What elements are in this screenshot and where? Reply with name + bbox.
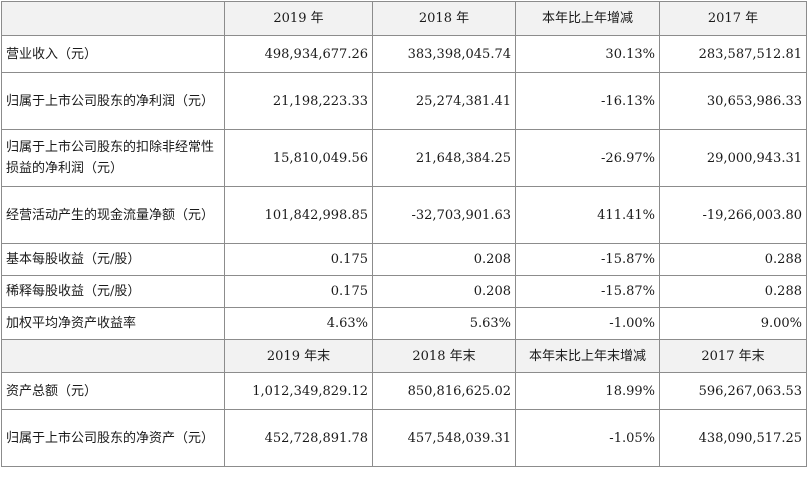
value-change: -15.87% — [515, 243, 660, 276]
row-label: 加权平均净资产收益率 — [1, 307, 225, 340]
row-label: 归属于上市公司股东的净利润（元） — [1, 72, 225, 130]
header-blank-cell — [1, 1, 225, 36]
value-2017: 596,267,063.53 — [659, 372, 807, 410]
value-2019: 0.175 — [224, 243, 373, 276]
header-2019: 2019 年 — [224, 1, 373, 36]
value-change: 30.13% — [515, 35, 660, 73]
subheader-blank-cell — [1, 339, 225, 373]
header-change: 本年比上年增减 — [515, 1, 660, 36]
value-2018: 383,398,045.74 — [372, 35, 516, 73]
value-2017: 0.288 — [659, 243, 807, 276]
subheader-change: 本年末比上年末增减 — [515, 339, 660, 373]
value-2019: 1,012,349,829.12 — [224, 372, 373, 410]
value-2017: 29,000,943.31 — [659, 129, 807, 187]
table-row: 营业收入（元） 498,934,677.26 383,398,045.74 30… — [1, 35, 807, 73]
row-label: 营业收入（元） — [1, 35, 225, 73]
value-2018: 25,274,381.41 — [372, 72, 516, 130]
table-row: 加权平均净资产收益率 4.63% 5.63% -1.00% 9.00% — [1, 307, 807, 340]
value-2017: 9.00% — [659, 307, 807, 340]
value-change: -1.05% — [515, 409, 660, 467]
table-row: 归属于上市公司股东的净资产（元） 452,728,891.78 457,548,… — [1, 409, 807, 467]
row-label: 基本每股收益（元/股） — [1, 243, 225, 276]
value-2017: 30,653,986.33 — [659, 72, 807, 130]
row-label: 归属于上市公司股东的净资产（元） — [1, 409, 225, 467]
table-row: 基本每股收益（元/股） 0.175 0.208 -15.87% 0.288 — [1, 243, 807, 276]
table-header-row: 2019 年 2018 年 本年比上年增减 2017 年 — [1, 1, 807, 36]
table-row: 资产总额（元） 1,012,349,829.12 850,816,625.02 … — [1, 372, 807, 410]
value-2019: 15,810,049.56 — [224, 129, 373, 187]
value-2018: 5.63% — [372, 307, 516, 340]
value-2019: 498,934,677.26 — [224, 35, 373, 73]
row-label: 归属于上市公司股东的扣除非经常性损益的净利润（元） — [1, 129, 225, 187]
value-2017: -19,266,003.80 — [659, 186, 807, 244]
value-2019: 0.175 — [224, 275, 373, 308]
table-row: 归属于上市公司股东的净利润（元） 21,198,223.33 25,274,38… — [1, 72, 807, 130]
value-change: 411.41% — [515, 186, 660, 244]
value-2017: 438,090,517.25 — [659, 409, 807, 467]
financial-data-table: 2019 年 2018 年 本年比上年增减 2017 年 营业收入（元） 498… — [1, 1, 807, 467]
value-2018: -32,703,901.63 — [372, 186, 516, 244]
value-2019: 4.63% — [224, 307, 373, 340]
row-label: 资产总额（元） — [1, 372, 225, 410]
header-2017: 2017 年 — [659, 1, 807, 36]
value-change: -1.00% — [515, 307, 660, 340]
value-2018: 0.208 — [372, 275, 516, 308]
header-2018: 2018 年 — [372, 1, 516, 36]
value-2017: 0.288 — [659, 275, 807, 308]
value-2018: 0.208 — [372, 243, 516, 276]
value-change: 18.99% — [515, 372, 660, 410]
value-2019: 101,842,998.85 — [224, 186, 373, 244]
table-row: 归属于上市公司股东的扣除非经常性损益的净利润（元） 15,810,049.56 … — [1, 129, 807, 187]
value-change: -16.13% — [515, 72, 660, 130]
table-subheader-row: 2019 年末 2018 年末 本年末比上年末增减 2017 年末 — [1, 339, 807, 373]
subheader-2019-end: 2019 年末 — [224, 339, 373, 373]
subheader-2018-end: 2018 年末 — [372, 339, 516, 373]
table-row: 经营活动产生的现金流量净额（元） 101,842,998.85 -32,703,… — [1, 186, 807, 244]
value-2018: 457,548,039.31 — [372, 409, 516, 467]
value-change: -15.87% — [515, 275, 660, 308]
row-label: 经营活动产生的现金流量净额（元） — [1, 186, 225, 244]
value-2019: 452,728,891.78 — [224, 409, 373, 467]
value-2018: 21,648,384.25 — [372, 129, 516, 187]
row-label: 稀释每股收益（元/股） — [1, 275, 225, 308]
table-row: 稀释每股收益（元/股） 0.175 0.208 -15.87% 0.288 — [1, 275, 807, 308]
value-2017: 283,587,512.81 — [659, 35, 807, 73]
value-change: -26.97% — [515, 129, 660, 187]
value-2019: 21,198,223.33 — [224, 72, 373, 130]
value-2018: 850,816,625.02 — [372, 372, 516, 410]
subheader-2017-end: 2017 年末 — [659, 339, 807, 373]
